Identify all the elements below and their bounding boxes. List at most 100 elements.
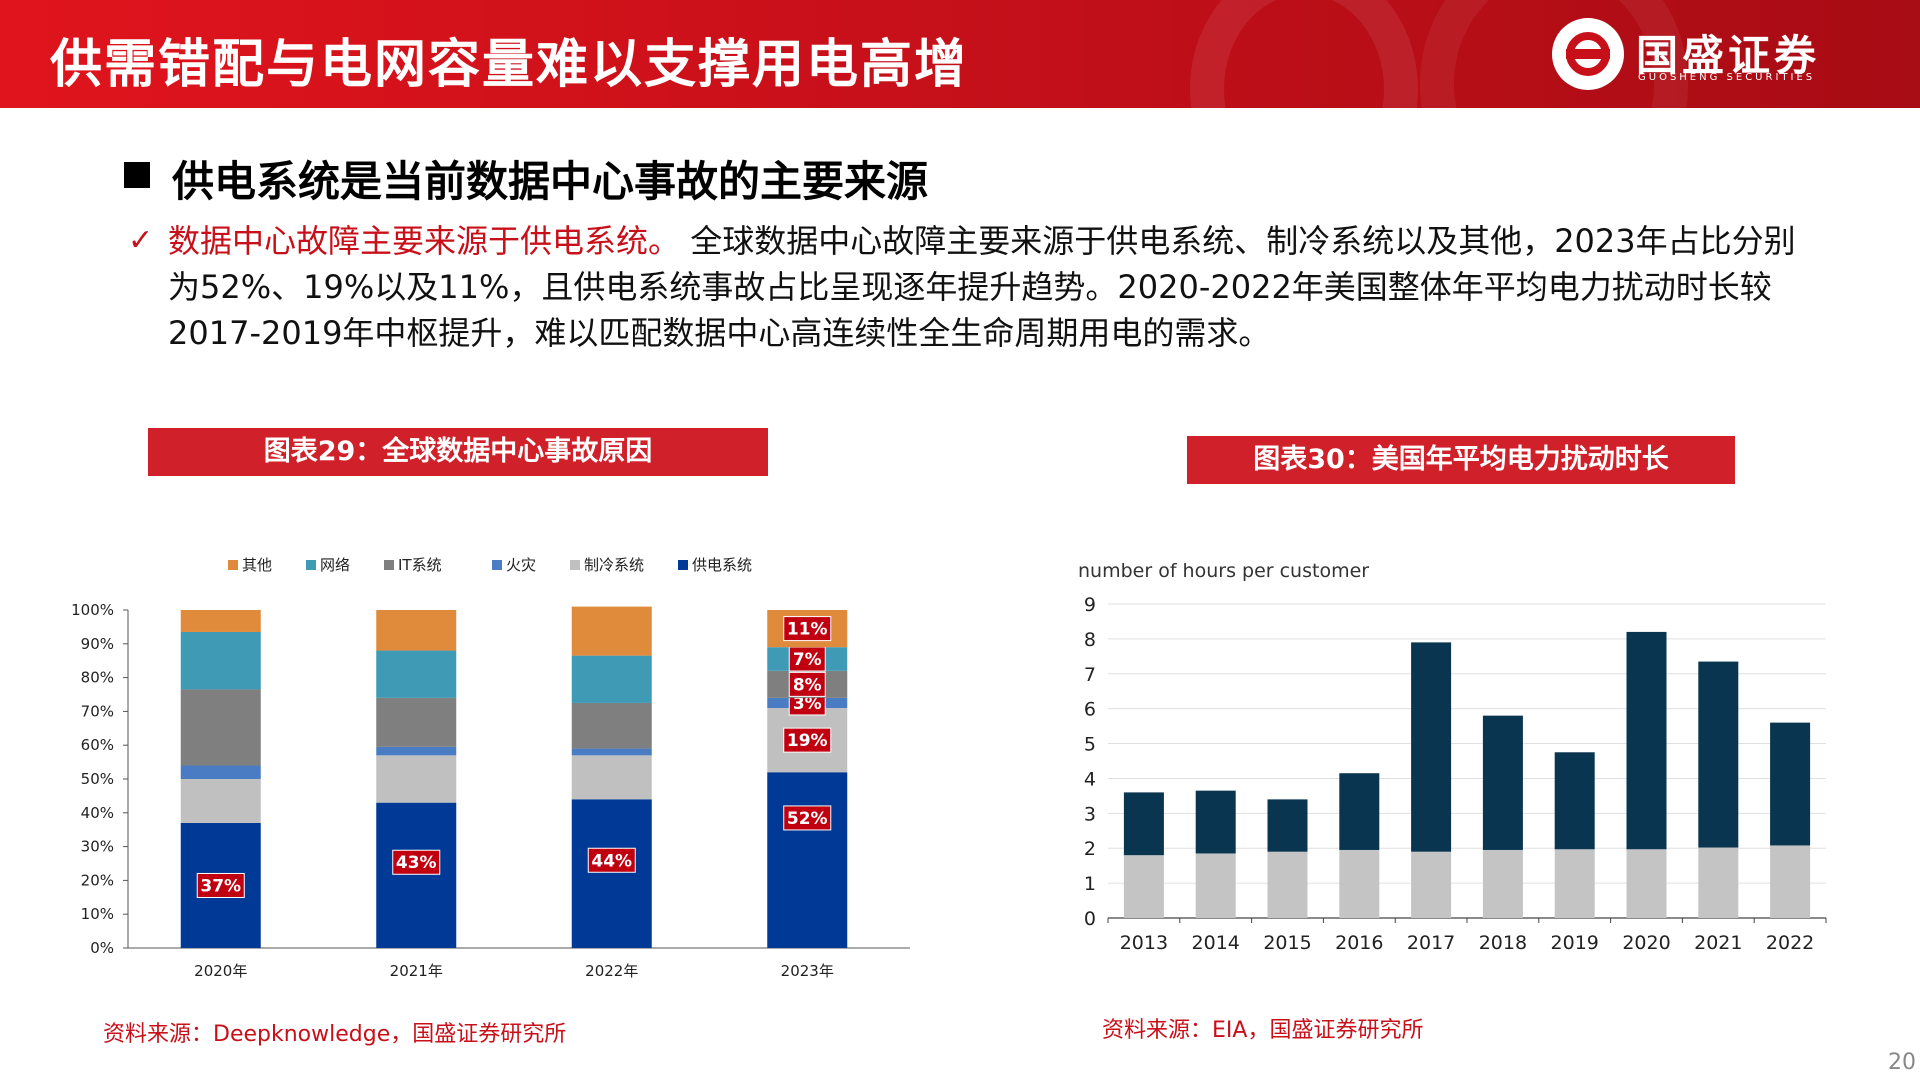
x-tick-label: 2018 <box>1479 932 1527 954</box>
legend-swatch <box>306 560 316 570</box>
y-tick-label: 60% <box>81 736 114 754</box>
data-label: 44% <box>591 851 632 871</box>
bar-segment <box>1267 851 1308 918</box>
section-heading: 供电系统是当前数据中心事故的主要来源 <box>122 148 928 209</box>
bar-segment <box>1411 851 1452 918</box>
legend-swatch <box>228 560 238 570</box>
company-logo: 国盛证券 GUOSHENG SECURITIES <box>1552 18 1852 90</box>
data-label: 8% <box>793 675 822 695</box>
header-bar: 供需错配与电网容量难以支撑用电高增 国盛证券 GUOSHENG SECURITI… <box>0 0 1920 108</box>
y-tick-label: 0 <box>1084 908 1096 930</box>
bar-segment <box>1339 773 1380 850</box>
bar-segment <box>376 697 457 747</box>
y-tick-label: 9 <box>1084 594 1096 616</box>
data-label: 52% <box>787 809 828 829</box>
legend-label: 火灾 <box>506 556 536 574</box>
bar-segment <box>571 606 652 656</box>
y-tick-label: 4 <box>1084 768 1096 790</box>
x-tick-label: 2014 <box>1192 932 1240 954</box>
bar-segment <box>1123 855 1164 918</box>
logo-icon <box>1552 18 1624 90</box>
bullet-body: 全球数据中心故障主要来源于供电系统、制冷系统以及其他，2023年占比分别为52%… <box>168 222 1796 352</box>
x-tick-label: 2020 <box>1622 932 1670 954</box>
x-tick-label: 2021 <box>1694 932 1742 954</box>
bar-segment <box>1267 799 1308 852</box>
bar-segment <box>180 631 261 690</box>
data-label: 37% <box>200 876 241 896</box>
bar-segment <box>1482 715 1523 850</box>
chart30-source: 资料来源：EIA，国盛证券研究所 <box>1102 1018 1424 1043</box>
y-tick-label: 100% <box>71 601 114 619</box>
x-tick-label: 2021年 <box>390 962 443 980</box>
bar-segment <box>180 765 261 779</box>
bar-segment <box>571 702 652 749</box>
bar-segment <box>1123 792 1164 856</box>
x-tick-label: 2023年 <box>781 962 834 980</box>
data-label: 19% <box>787 731 828 751</box>
checkmark-icon: ✓ <box>128 223 154 258</box>
bar-segment <box>571 755 652 800</box>
y-tick-label: 50% <box>81 770 114 788</box>
bar-segment <box>571 748 652 756</box>
legend-label: 其他 <box>242 556 272 574</box>
y-tick-label: 30% <box>81 838 114 856</box>
bar-segment <box>1195 853 1236 918</box>
bar-segment <box>1195 790 1236 854</box>
logo-subtitle: GUOSHENG SECURITIES <box>1638 72 1816 83</box>
bar-segment <box>571 799 652 948</box>
bar-segment <box>1339 849 1380 918</box>
x-tick-label: 2015 <box>1263 932 1311 954</box>
bar-segment <box>376 802 457 948</box>
data-label-box <box>196 872 245 898</box>
legend-label: 制冷系统 <box>584 556 644 574</box>
legend-swatch <box>570 560 580 570</box>
bar-segment <box>1554 752 1595 850</box>
bar-segment <box>571 655 652 703</box>
bar-segment <box>1626 631 1667 850</box>
y-tick-label: 2 <box>1084 838 1096 860</box>
legend-swatch <box>678 560 688 570</box>
bar-segment <box>376 755 457 803</box>
y-tick-label: 90% <box>81 635 114 653</box>
data-label-box <box>788 671 826 697</box>
bar-segment <box>1698 847 1739 918</box>
square-bullet-icon <box>124 162 150 188</box>
logo-name: 国盛证券 <box>1636 31 1821 80</box>
y-tick-label: 7 <box>1084 664 1096 686</box>
x-tick-label: 2013 <box>1120 932 1168 954</box>
bar-segment <box>1770 845 1811 918</box>
bar-segment <box>376 650 457 698</box>
page-title: 供需错配与电网容量难以支撑用电高增 <box>50 34 969 95</box>
y-tick-label: 10% <box>81 905 114 923</box>
chart29-header: 图表29：全球数据中心事故原因 <box>148 428 768 476</box>
y-tick-label: 70% <box>81 702 114 720</box>
y-tick-label: 3 <box>1084 803 1096 825</box>
legend-swatch <box>384 560 394 570</box>
y-tick-label: 20% <box>81 871 114 889</box>
bar-segment <box>376 746 457 756</box>
data-label-box <box>783 727 832 753</box>
bar-segment <box>180 610 261 632</box>
x-tick-label: 2022 <box>1766 932 1814 954</box>
data-label: 7% <box>793 650 822 670</box>
y-tick-label: 5 <box>1084 734 1096 756</box>
chart30-stacked-bar: number of hours per customer 0 1 2 3 4 5 6 7 8 9 20… <box>1078 560 1827 954</box>
data-label: 43% <box>396 853 437 873</box>
data-label: 11% <box>787 620 828 640</box>
y-tick-label: 8 <box>1084 629 1096 651</box>
bar-segment <box>1411 642 1452 852</box>
page-number: 20 <box>1888 1050 1916 1075</box>
bar-segment <box>180 779 261 823</box>
bullet-paragraph: ✓ 数据中心故障主要来源于供电系统。 全球数据中心故障主要来源于供电系统、制冷系… <box>128 218 1808 356</box>
y-tick-label: 6 <box>1084 699 1096 721</box>
y-tick-label: 40% <box>81 804 114 822</box>
y-tick-label: 0% <box>90 939 114 957</box>
x-tick-label: 2019 <box>1551 932 1599 954</box>
header-decoration <box>1190 0 1418 108</box>
legend-label: 网络 <box>320 556 350 574</box>
bar-segment <box>1626 849 1667 918</box>
bar-segment <box>1482 849 1523 918</box>
legend-label: 供电系统 <box>692 556 752 574</box>
legend-label: IT系统 <box>398 556 442 574</box>
chart29-source: 资料来源：Deepknowledge，国盛证券研究所 <box>103 1022 567 1047</box>
